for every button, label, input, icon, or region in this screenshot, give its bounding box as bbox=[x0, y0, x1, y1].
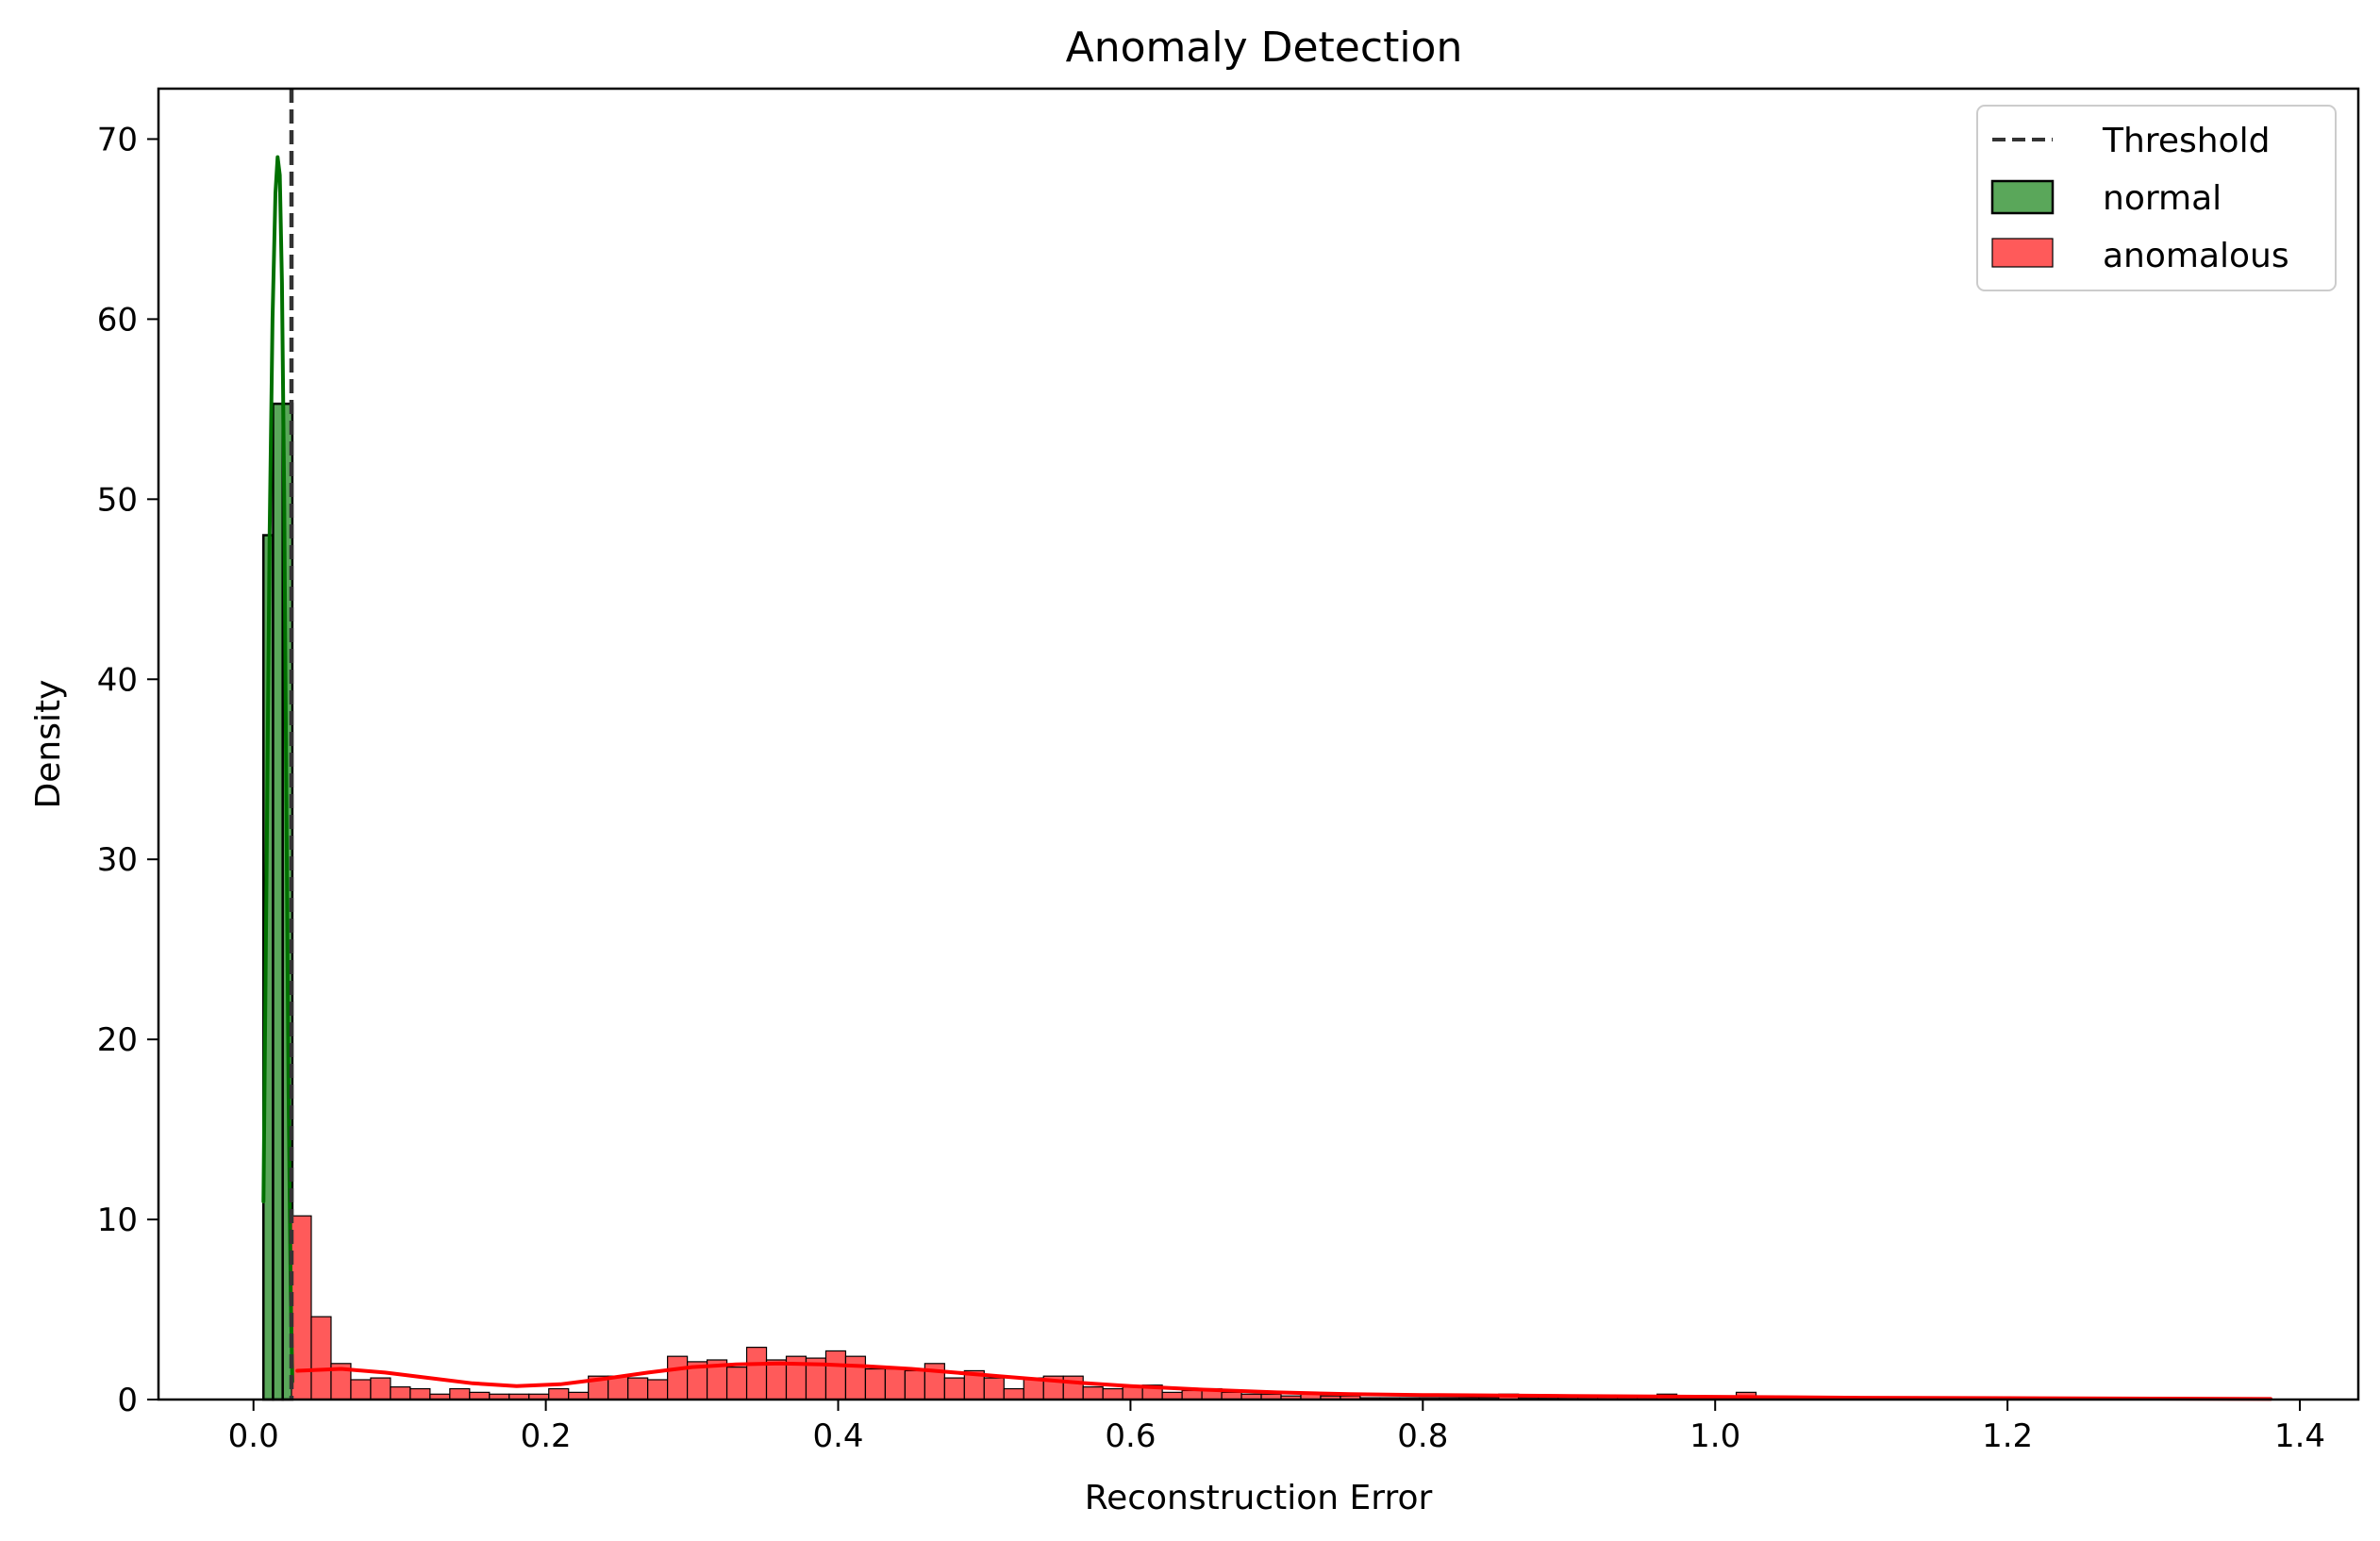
normal-kde-line bbox=[261, 155, 294, 1384]
anomalous-bar bbox=[844, 1355, 867, 1400]
y-axis-label: Density bbox=[29, 680, 68, 809]
x-axis: 0.0 0.2 0.4 0.6 0.8 1.0 1.2 1.4 bbox=[228, 1400, 2325, 1455]
x-tick-label: 1.4 bbox=[2274, 1417, 2325, 1455]
anomalous-bar bbox=[350, 1379, 372, 1400]
x-tick-label: 1.0 bbox=[1689, 1417, 1740, 1455]
legend-anomalous-label: anomalous bbox=[2103, 237, 2289, 275]
x-tick-label: 0.2 bbox=[521, 1417, 572, 1455]
anomalous-bar bbox=[725, 1367, 748, 1400]
anomalous-bar bbox=[627, 1377, 649, 1400]
normal-bar bbox=[272, 402, 284, 1401]
anomalous-bar bbox=[864, 1367, 887, 1400]
anomalous-bar bbox=[647, 1379, 669, 1400]
anomalous-bar bbox=[1102, 1387, 1123, 1400]
x-tick-label: 0.6 bbox=[1105, 1417, 1156, 1455]
y-axis: 0 10 20 30 40 50 60 70 bbox=[97, 121, 158, 1419]
anomalous-bar bbox=[667, 1355, 689, 1400]
legend-anomalous-swatch bbox=[1991, 238, 2054, 268]
y-tick-label: 20 bbox=[97, 1021, 138, 1059]
anomalous-kde-line bbox=[295, 1361, 2272, 1401]
legend-normal-swatch bbox=[1990, 179, 2055, 215]
anomalous-bar bbox=[1003, 1387, 1024, 1400]
anomalous-bar bbox=[310, 1316, 332, 1400]
anomalous-bar bbox=[370, 1377, 391, 1400]
anomalous-bar bbox=[884, 1367, 906, 1400]
kde-lines bbox=[261, 155, 2272, 1401]
anomalous-bar bbox=[904, 1369, 925, 1400]
x-tick-label: 0.0 bbox=[228, 1417, 279, 1455]
chart-title: Anomaly Detection bbox=[1066, 24, 1463, 72]
plot-area bbox=[261, 89, 2272, 1401]
legend-normal-label: normal bbox=[2103, 179, 2222, 218]
y-tick-label: 50 bbox=[97, 481, 138, 519]
anomalous-bar bbox=[765, 1359, 788, 1400]
anomalous-bar bbox=[824, 1350, 847, 1400]
anomalous-bar bbox=[983, 1377, 1005, 1400]
x-tick-label: 0.4 bbox=[812, 1417, 863, 1455]
y-tick-label: 70 bbox=[97, 121, 138, 158]
anomalous-bar bbox=[390, 1386, 411, 1400]
x-tick-label: 0.8 bbox=[1397, 1417, 1448, 1455]
anomalous-bar bbox=[1122, 1386, 1143, 1400]
legend-box bbox=[1976, 105, 2337, 291]
anomalous-bar bbox=[1082, 1386, 1104, 1400]
x-axis-label: Reconstruction Error bbox=[1085, 1479, 1433, 1517]
anomalous-bar bbox=[548, 1387, 570, 1400]
anomalous-bar bbox=[745, 1347, 768, 1400]
legend: Threshold normal anomalous bbox=[1976, 105, 2337, 291]
y-tick-label: 10 bbox=[97, 1201, 138, 1239]
legend-threshold-label: Threshold bbox=[2102, 122, 2270, 160]
x-tick-label: 1.2 bbox=[1982, 1417, 2033, 1455]
anomalous-bar bbox=[943, 1377, 965, 1400]
anomalous-bar bbox=[1181, 1389, 1203, 1400]
y-tick-label: 30 bbox=[97, 841, 138, 879]
y-tick-label: 60 bbox=[97, 301, 138, 339]
anomalous-bar bbox=[449, 1387, 471, 1400]
y-tick-label: 0 bbox=[117, 1382, 138, 1419]
axes-frame bbox=[157, 87, 2360, 1401]
anomalous-bar bbox=[409, 1387, 431, 1400]
anomalous-bar bbox=[1062, 1375, 1084, 1400]
y-tick-label: 40 bbox=[97, 661, 138, 699]
